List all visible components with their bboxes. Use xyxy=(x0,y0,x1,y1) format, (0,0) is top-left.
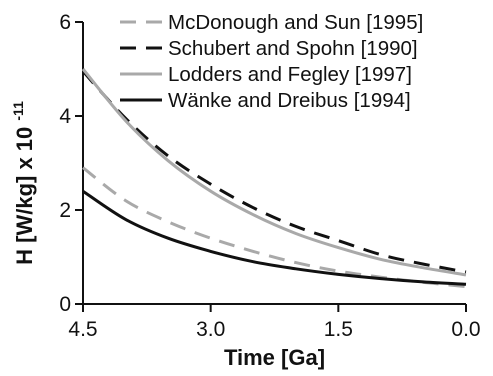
chart-series xyxy=(81,68,467,289)
y-axis-label-exponent: -11 xyxy=(10,101,26,121)
legend-label-1: McDonough and Sun [1995] xyxy=(168,11,423,34)
y-axis-label-main: H [W/kg] x 10 xyxy=(12,127,37,265)
series-line-4 xyxy=(82,189,467,286)
y-tick-label: 6 xyxy=(59,11,71,34)
chart-legend: McDonough and Sun [1995] Schubert and Spo… xyxy=(120,11,423,112)
x-axis-label: Time [Ga] xyxy=(224,345,325,370)
x-tick-label: 3.0 xyxy=(196,318,225,341)
y-axis-label: H [W/kg] x 10 -11 xyxy=(10,101,37,265)
x-tick-label: 0.0 xyxy=(451,318,480,341)
chart-ticks: 4.5 3.0 1.5 0.0 0 2 4 6 xyxy=(59,11,480,341)
x-tick-label: 4.5 xyxy=(68,318,97,341)
y-tick-label: 0 xyxy=(59,293,71,316)
y-tick-label: 4 xyxy=(59,105,71,128)
y-tick-label: 2 xyxy=(59,199,71,222)
legend-label-4: Wänke and Dreibus [1994] xyxy=(168,89,411,112)
legend-label-3: Lodders and Fegley [1997] xyxy=(168,63,412,86)
series-line-2 xyxy=(81,70,467,274)
legend-label-2: Schubert and Spohn [1990] xyxy=(168,37,418,60)
x-tick-label: 1.5 xyxy=(324,318,353,341)
series-line-3 xyxy=(81,68,467,277)
